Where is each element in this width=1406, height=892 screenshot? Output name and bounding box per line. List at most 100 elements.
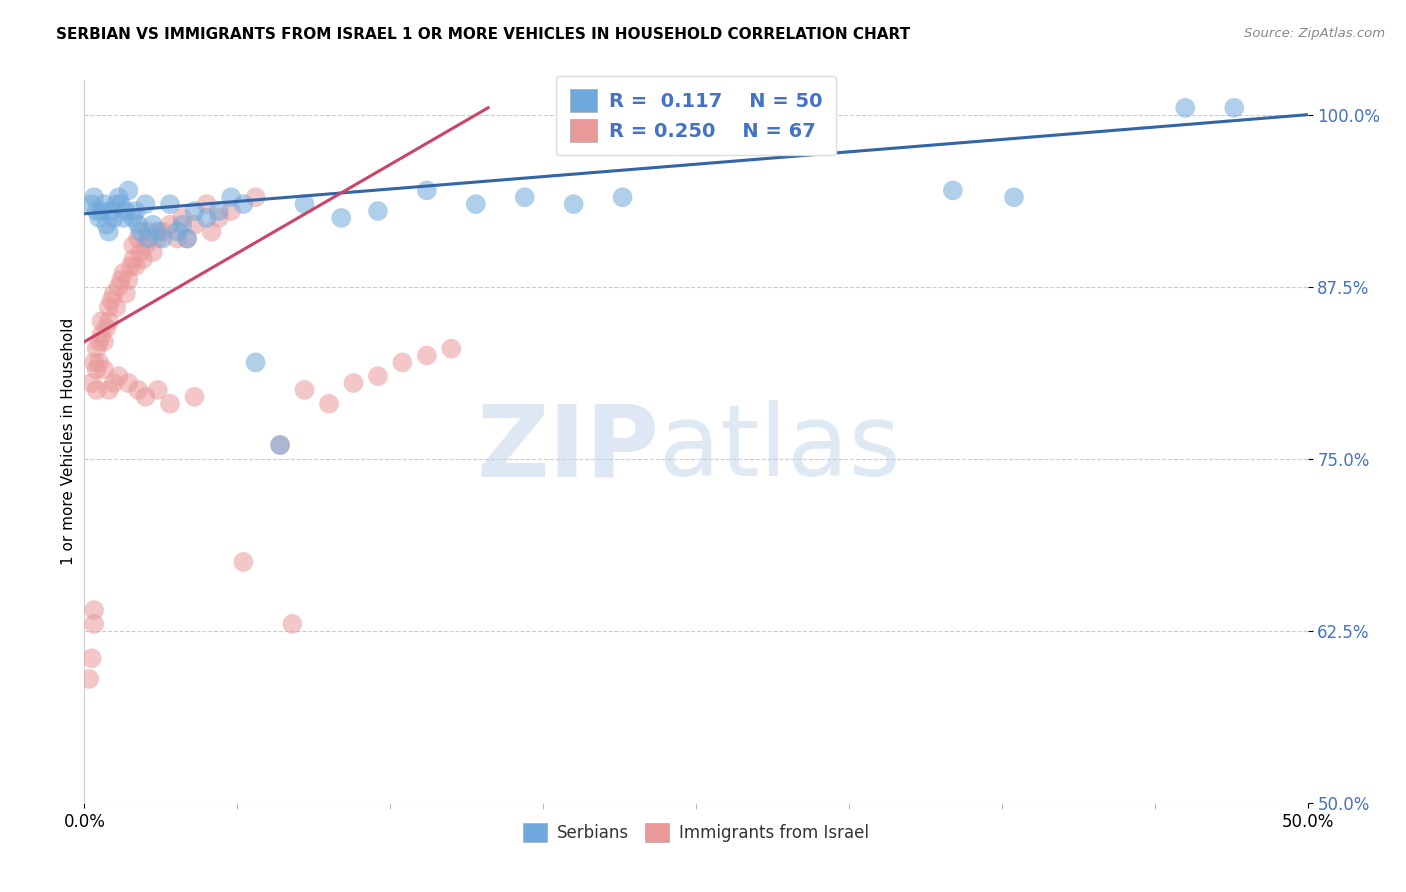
Point [195,197,218,211]
Point [110,197,132,211]
Point [183,218,205,232]
Point [709,108,731,122]
Point [146,225,169,239]
Point [127,231,149,245]
Point [122,252,145,267]
Point [367,369,389,384]
Point [245,355,267,369]
Point [146,231,169,245]
Point [97,301,120,315]
Point [142,245,165,260]
Point [93,334,115,349]
Point [127,383,149,397]
Point [367,204,389,219]
Point [195,211,218,225]
Text: atlas: atlas [659,401,901,497]
Point [86,362,108,376]
Text: SERBIAN VS IMMIGRANTS FROM ISRAEL 1 OR MORE VEHICLES IN HOUSEHOLD CORRELATION CH: SERBIAN VS IMMIGRANTS FROM ISRAEL 1 OR M… [56,27,910,42]
Point [117,376,139,390]
Point [440,342,463,356]
Point [80,376,103,390]
Point [90,327,112,342]
Point [219,204,242,219]
Point [136,231,159,245]
Point [172,211,194,225]
Point [942,183,965,197]
Point [125,204,148,219]
Point [318,397,340,411]
Point [97,383,120,397]
Point [107,279,129,293]
Point [97,225,120,239]
Point [105,197,128,211]
Point [166,231,188,245]
Point [464,197,486,211]
Point [391,355,413,369]
Point [115,286,138,301]
Point [107,190,129,204]
Point [115,204,138,219]
Point [152,225,174,239]
Point [172,218,194,232]
Point [105,301,128,315]
Point [100,293,122,308]
Point [183,390,205,404]
Point [176,231,198,245]
Point [232,555,254,569]
Point [122,238,145,252]
Point [103,376,125,390]
Point [100,204,122,219]
Point [93,362,115,376]
Point [80,197,103,211]
Point [86,342,108,356]
Point [87,334,110,349]
Point [117,273,139,287]
Point [269,438,291,452]
Point [135,197,157,211]
Point [103,211,125,225]
Point [142,218,165,232]
Text: ZIP: ZIP [477,401,659,497]
Point [1223,101,1246,115]
Point [96,321,118,335]
Point [83,616,105,631]
Point [112,266,135,280]
Point [219,190,242,204]
Point [183,204,205,219]
Point [90,314,112,328]
Point [146,383,169,397]
Point [416,183,439,197]
Point [281,616,304,631]
Point [294,383,316,397]
Point [513,190,536,204]
Point [1174,101,1197,115]
Point [1002,190,1025,204]
Point [269,438,291,452]
Point [200,225,222,239]
Point [294,197,316,211]
Point [208,211,231,225]
Point [83,355,105,369]
Point [96,218,118,232]
Point [122,211,145,225]
Point [232,197,254,211]
Point [93,197,115,211]
Point [807,101,830,115]
Point [86,383,108,397]
Point [159,218,181,232]
Point [135,238,157,252]
Point [342,376,364,390]
Point [87,211,110,225]
Y-axis label: 1 or more Vehicles in Household: 1 or more Vehicles in Household [60,318,76,566]
Point [87,355,110,369]
Point [562,197,585,211]
Point [110,273,132,287]
Point [330,211,353,225]
Point [112,211,135,225]
Point [103,286,125,301]
Point [166,225,188,239]
Point [120,259,142,273]
Point [135,390,157,404]
Point [90,204,112,219]
Point [129,225,152,239]
